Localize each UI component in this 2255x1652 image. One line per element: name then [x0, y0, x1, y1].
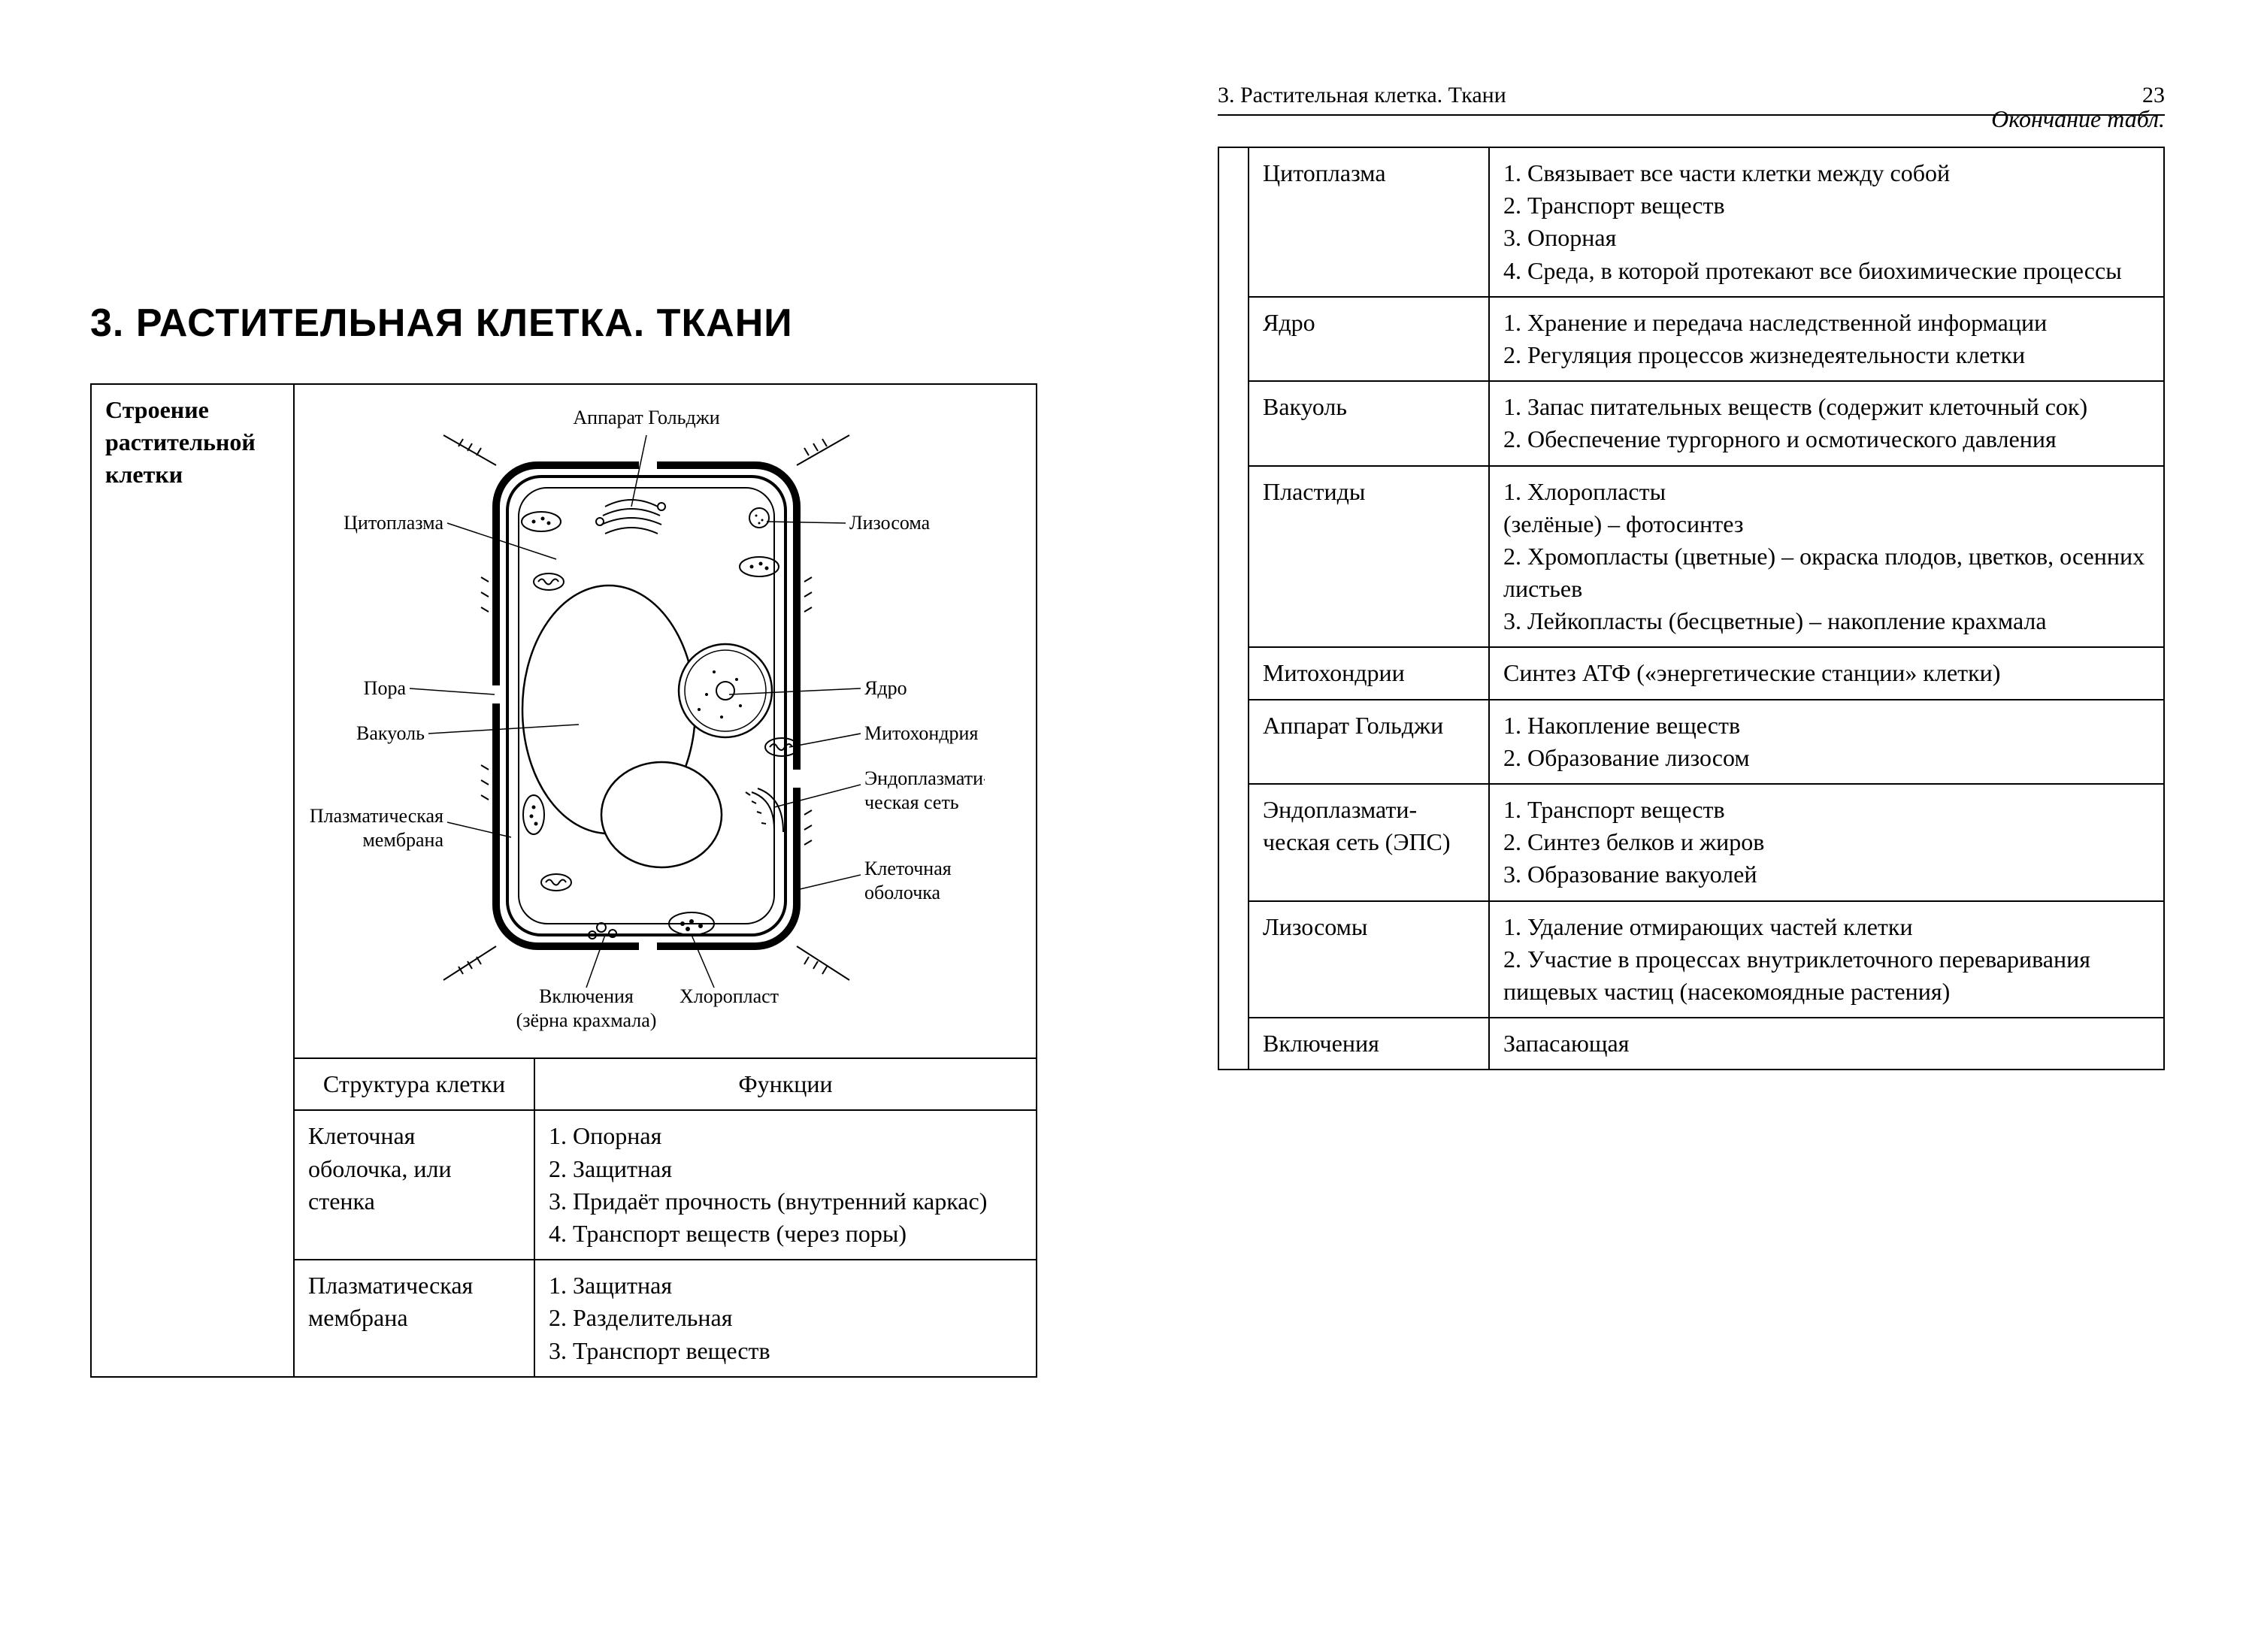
functions-cell: 1. Запас питательных веществ (содержит к…: [1489, 381, 2164, 465]
structure-cell: Лизосомы: [1249, 901, 1489, 1018]
functions-cell: 1. Накопление веществ2. Образование лизо…: [1489, 700, 2164, 784]
functions-cell: 1. Защитная2. Разделительная3. Транспорт…: [534, 1260, 1037, 1377]
table-row: Цитоплазма1. Связывает все части клетки …: [1218, 147, 2164, 297]
table-row: Лизосомы1. Удаление отмирающих частей кл…: [1218, 901, 2164, 1018]
functions-cell: 1. Хлоропласты(зелёные) – фотосинтез2. Х…: [1489, 466, 2164, 648]
table-row: Пластиды1. Хлоропласты(зелёные) – фотоси…: [1218, 466, 2164, 648]
running-title: 3. Растительная клетка. Ткани: [1218, 83, 1506, 108]
table-row: Аппарат Гольджи1. Накопление веществ2. О…: [1218, 700, 2164, 784]
left-col-header-1: Функции: [534, 1058, 1037, 1110]
functions-cell: Синтез АТФ («энергетические станции» кле…: [1489, 647, 2164, 699]
diagram-label-vacuole: Вакуоль: [356, 722, 425, 744]
diagram-label-wall2: оболочка: [864, 882, 941, 903]
diagram-label-membrane1: Плазматическая: [310, 805, 443, 827]
er-shape: [746, 788, 783, 832]
diagram-label-nucleus: Ядро: [864, 677, 907, 699]
diagram-label-golgi: Аппарат Гольджи: [573, 407, 719, 428]
diagram-label-mito: Митохондрия: [864, 722, 978, 744]
structure-cell: Аппарат Гольджи: [1249, 700, 1489, 784]
table-row: Вакуоль1. Запас питательных веществ (сод…: [1218, 381, 2164, 465]
right-page: 3. Растительная клетка. Ткани 23 Окончан…: [1128, 0, 2255, 1652]
table-row: Ядро1. Хранение и передача наследст­венн…: [1218, 297, 2164, 381]
structure-cell: Эндоплазмати­ческая сеть (ЭПС): [1249, 784, 1489, 901]
structure-cell: Вакуоль: [1249, 381, 1489, 465]
diagram-label-incl2: (зёрна крахмала): [516, 1009, 657, 1031]
section-title: 3. РАСТИТЕЛЬНАЯ КЛЕТКА. ТКАНИ: [90, 301, 1037, 346]
right-table: Цитоплазма1. Связывает все части клетки …: [1218, 147, 2165, 1070]
functions-cell: 1. Удаление отмирающих частей клетки2. У…: [1489, 901, 2164, 1018]
left-col-header-0: Структура клетки: [294, 1058, 534, 1110]
structure-cell: Включения: [1249, 1018, 1489, 1070]
table-row: ВключенияЗапасающая: [1218, 1018, 2164, 1070]
left-page: 3. РАСТИТЕЛЬНАЯ КЛЕТКА. ТКАНИ Строение р…: [0, 0, 1128, 1652]
diagram-label-membrane2: мембрана: [362, 829, 443, 851]
diagram-label-wall1: Клеточная: [864, 858, 952, 879]
table-row: Эндоплазмати­ческая сеть (ЭПС)1. Транспо…: [1218, 784, 2164, 901]
plant-cell-diagram: Аппарат Гольджи Цитоплазма Лизосома Пора Вак…: [308, 394, 985, 1040]
diagram-cell: Аппарат Гольджи Цитоплазма Лизосома Пора Вак…: [294, 384, 1037, 1058]
functions-cell: 1. Опорная2. Защитная3. Придаёт прочност…: [534, 1110, 1037, 1260]
running-head: 3. Растительная клетка. Ткани 23: [1218, 83, 2165, 116]
structure-cell: Цитоплазма: [1249, 147, 1489, 297]
diagram-label-er1: Эндоплазмати-: [864, 767, 985, 789]
left-table: Строение раститель­ной клетки: [90, 383, 1037, 1378]
left-stub-cell: [1218, 147, 1249, 1070]
structure-cell: Ядро: [1249, 297, 1489, 381]
page-spread: 3. РАСТИТЕЛЬНАЯ КЛЕТКА. ТКАНИ Строение р…: [0, 0, 2255, 1652]
structure-cell: Клеточная оболочка, или стенка: [294, 1110, 534, 1260]
functions-cell: 1. Связывает все части клетки между собо…: [1489, 147, 2164, 297]
structure-cell: Пластиды: [1249, 466, 1489, 648]
diagram-label-lysosome: Лизосома: [849, 512, 931, 534]
diagram-label-er2: ческая сеть: [864, 791, 959, 813]
structure-cell: Плазматическая мембрана: [294, 1260, 534, 1377]
table-row: МитохондрииСинтез АТФ («энергетические с…: [1218, 647, 2164, 699]
diagram-label-chloro: Хлоропласт: [680, 985, 779, 1007]
diagram-label-pore: Пора: [364, 677, 407, 699]
functions-cell: Запасающая: [1489, 1018, 2164, 1070]
diagram-label-cytoplasm: Цитоплазма: [344, 512, 443, 534]
functions-cell: 1. Хранение и передача наследст­венной и…: [1489, 297, 2164, 381]
functions-cell: 1. Транспорт веществ2. Синтез белков и ж…: [1489, 784, 2164, 901]
golgi-shape: [596, 500, 665, 534]
left-rowheader: Строение раститель­ной клетки: [91, 384, 294, 1377]
page-number: 23: [2142, 83, 2165, 108]
diagram-label-incl1: Включения: [539, 985, 634, 1007]
structure-cell: Митохондрии: [1249, 647, 1489, 699]
